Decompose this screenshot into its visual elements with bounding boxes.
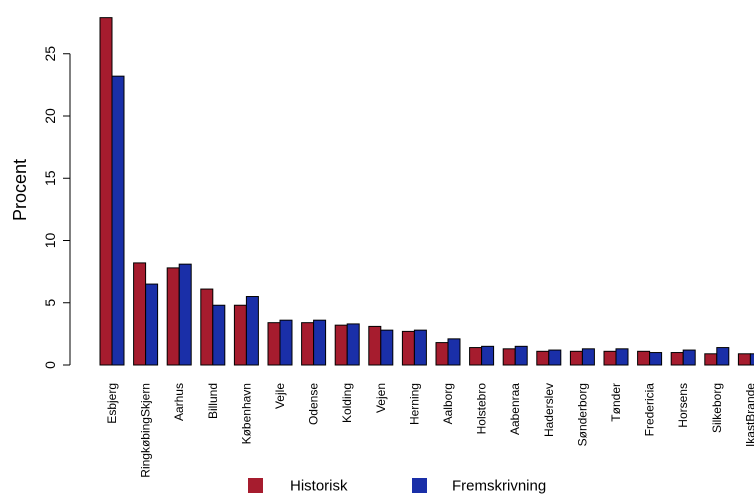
bar-fremskrivning-18 <box>716 347 730 366</box>
bar-fremskrivning-10 <box>447 338 461 366</box>
bar-fremskrivning-2 <box>178 263 192 366</box>
bar-historisk-5 <box>267 322 281 366</box>
bar-historisk-11 <box>469 347 483 366</box>
x-category-label: Vejen <box>374 383 388 413</box>
legend-swatch <box>248 478 263 493</box>
y-tick-label: 5 <box>42 299 58 307</box>
bar-historisk-2 <box>166 267 180 366</box>
x-category-label: IkastBrande <box>743 383 754 447</box>
x-category-label: Tønder <box>609 383 623 422</box>
bar-fremskrivning-1 <box>145 283 159 366</box>
bar-historisk-6 <box>301 322 315 366</box>
legend-swatch <box>412 478 427 493</box>
bar-fremskrivning-15 <box>615 348 629 366</box>
y-tick-label: 10 <box>42 233 58 249</box>
x-category-label: Fredericia <box>643 383 657 437</box>
bar-historisk-14 <box>569 350 583 366</box>
bar-historisk-9 <box>401 330 415 366</box>
x-axis-category-labels: Esbjerg RingkøbingSkjern Aarhus Billund Købe… <box>105 383 754 478</box>
x-category-label: Billund <box>206 383 220 419</box>
bar-fremskrivning-7 <box>346 323 360 366</box>
x-category-label: Esbjerg <box>105 383 119 424</box>
bar-fremskrivning-12 <box>514 345 528 366</box>
x-category-label: Vejle <box>273 383 287 409</box>
y-tick-label: 25 <box>42 46 58 62</box>
bar-historisk-10 <box>435 342 449 366</box>
y-tick-label: 0 <box>42 361 58 369</box>
bar-fremskrivning-4 <box>245 296 259 366</box>
x-category-label: Aabenraa <box>508 383 522 435</box>
x-category-label: Odense <box>307 383 321 425</box>
bars-layer <box>99 17 754 366</box>
bar-fremskrivning-0 <box>111 75 125 366</box>
bar-historisk-17 <box>670 352 684 366</box>
legend: Historisk Fremskrivning <box>248 478 546 495</box>
y-axis-label: Procent <box>10 159 30 221</box>
bar-historisk-16 <box>637 350 651 366</box>
bar-historisk-7 <box>334 324 348 366</box>
bar-historisk-0 <box>99 17 113 366</box>
y-tick-label: 20 <box>42 108 58 124</box>
bar-historisk-3 <box>200 288 214 366</box>
x-category-label: Aarhus <box>172 383 186 421</box>
bar-historisk-4 <box>233 304 247 366</box>
legend-label: Fremskrivning <box>452 478 546 495</box>
bar-fremskrivning-11 <box>481 345 495 366</box>
x-category-label: Silkeborg <box>710 383 724 433</box>
bar-fremskrivning-19 <box>749 353 754 366</box>
legend-label: Historisk <box>290 478 348 495</box>
x-category-label: RingkøbingSkjern <box>139 383 153 478</box>
bar-fremskrivning-6 <box>313 319 327 366</box>
bar-fremskrivning-13 <box>548 349 562 366</box>
x-category-label: Haderslev <box>542 383 556 437</box>
y-tick-label: 15 <box>42 170 58 186</box>
bar-fremskrivning-9 <box>413 329 427 366</box>
x-category-label: Aalborg <box>441 383 455 424</box>
x-category-label: Sønderborg <box>575 383 589 446</box>
bar-fremskrivning-3 <box>212 304 226 366</box>
bar-historisk-1 <box>133 262 147 366</box>
bar-fremskrivning-17 <box>682 349 696 366</box>
bar-historisk-19 <box>737 353 751 366</box>
bar-fremskrivning-5 <box>279 319 293 366</box>
bar-historisk-15 <box>603 350 617 366</box>
bar-fremskrivning-8 <box>380 329 394 366</box>
x-category-label: København <box>239 383 253 444</box>
x-category-label: Holstebro <box>475 383 489 435</box>
bar-historisk-8 <box>368 325 382 366</box>
bar-historisk-18 <box>704 353 718 366</box>
bar-fremskrivning-16 <box>649 352 663 366</box>
x-category-label: Horsens <box>676 383 690 428</box>
x-category-label: Kolding <box>340 383 354 423</box>
y-axis: 0 5 10 15 20 25 <box>42 46 71 369</box>
bar-fremskrivning-14 <box>581 348 595 366</box>
bar-historisk-13 <box>536 350 550 366</box>
bar-historisk-12 <box>502 348 516 366</box>
x-category-label: Herning <box>407 383 421 425</box>
